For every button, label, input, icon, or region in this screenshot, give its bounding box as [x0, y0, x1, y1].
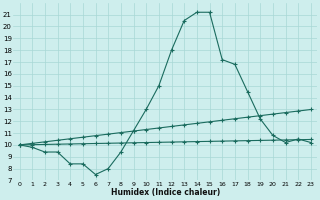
X-axis label: Humidex (Indice chaleur): Humidex (Indice chaleur) — [111, 188, 220, 197]
